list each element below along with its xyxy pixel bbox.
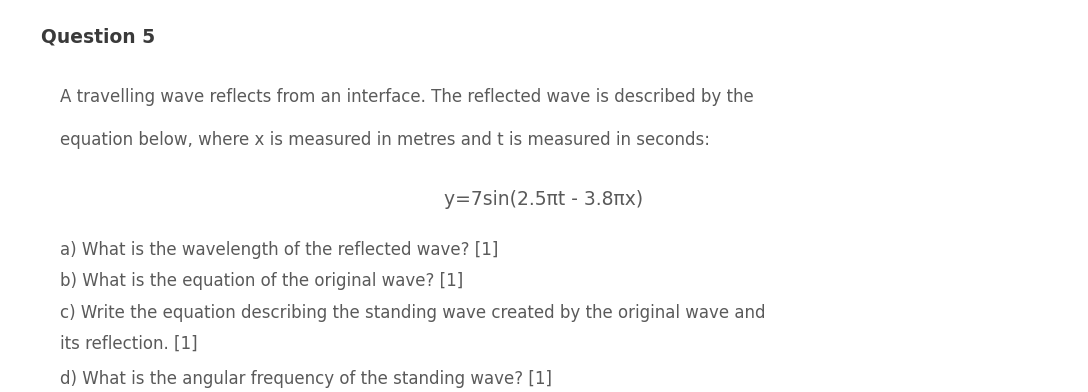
Text: a) What is the wavelength of the reflected wave? [1]: a) What is the wavelength of the reflect… (60, 241, 498, 259)
Text: Question 5: Question 5 (41, 27, 156, 46)
Text: equation below, where x is measured in metres and t is measured in seconds:: equation below, where x is measured in m… (60, 131, 709, 149)
Text: A travelling wave reflects from an interface. The reflected wave is described by: A travelling wave reflects from an inter… (60, 88, 754, 106)
Text: b) What is the equation of the original wave? [1]: b) What is the equation of the original … (60, 272, 463, 290)
Text: c) Write the equation describing the standing wave created by the original wave : c) Write the equation describing the sta… (60, 304, 765, 322)
Text: y=7sin(2.5πt - 3.8πx): y=7sin(2.5πt - 3.8πx) (444, 190, 644, 209)
Text: d) What is the angular frequency of the standing wave? [1]: d) What is the angular frequency of the … (60, 370, 552, 388)
Text: its reflection. [1]: its reflection. [1] (60, 335, 197, 353)
